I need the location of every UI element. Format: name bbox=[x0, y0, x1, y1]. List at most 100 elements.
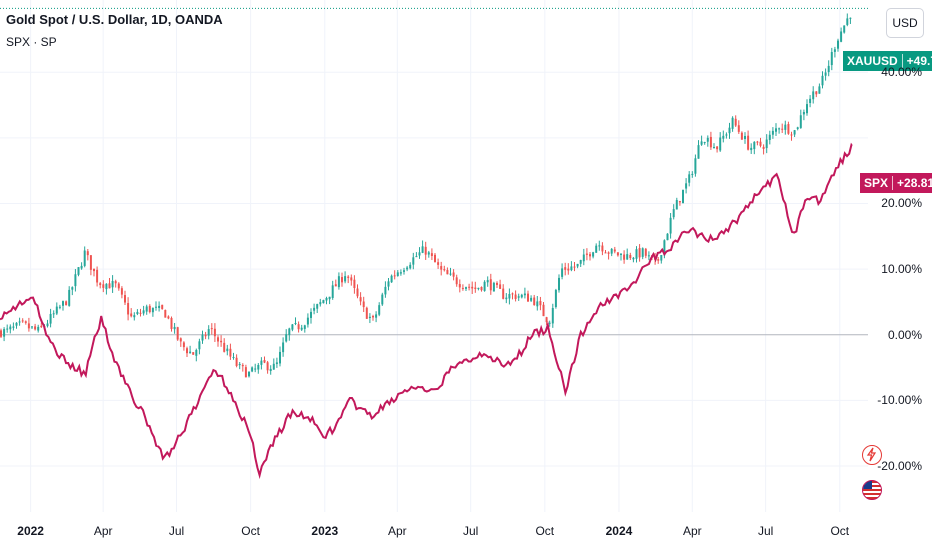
lightning-alert-icon[interactable] bbox=[862, 445, 882, 465]
xauusd-candle bbox=[381, 292, 384, 306]
x-axis-label: Oct bbox=[830, 524, 850, 538]
xauusd-candle bbox=[378, 302, 381, 317]
xauusd-candle bbox=[96, 266, 99, 287]
x-axis-label: 2024 bbox=[605, 524, 633, 538]
xauusd-candle bbox=[452, 269, 455, 281]
xauusd-candle bbox=[756, 140, 759, 146]
xauusd-candle bbox=[353, 275, 356, 294]
xauusd-badge-value: +49.73% bbox=[901, 54, 932, 68]
xauusd-candle bbox=[89, 255, 92, 276]
xauusd-candle bbox=[403, 267, 405, 275]
xauusd-candle bbox=[536, 296, 539, 311]
xauusd-candle bbox=[213, 323, 216, 342]
xauusd-candle bbox=[657, 257, 660, 264]
xauusd-candle bbox=[375, 311, 378, 323]
xauusd-candle bbox=[542, 302, 545, 317]
xauusd-candle bbox=[412, 252, 415, 270]
xauusd-candle bbox=[399, 269, 402, 276]
xauusd-candle bbox=[616, 252, 619, 257]
xauusd-candle bbox=[678, 200, 681, 206]
xauusd-candle bbox=[465, 286, 467, 292]
y-axis-label: 20.00% bbox=[881, 196, 922, 211]
xauusd-candle bbox=[809, 95, 812, 108]
xauusd-candle bbox=[815, 91, 818, 98]
xauusd-candle bbox=[248, 370, 250, 378]
xauusd-candle bbox=[530, 295, 533, 303]
xauusd-candle bbox=[669, 213, 672, 239]
xauusd-candle bbox=[685, 178, 688, 194]
xauusd-candle bbox=[40, 322, 43, 329]
xauusd-candle bbox=[548, 320, 551, 327]
xauusd-candle bbox=[558, 274, 560, 293]
xauusd-candle bbox=[713, 143, 715, 149]
xauusd-candle bbox=[843, 25, 846, 34]
xauusd-candle bbox=[480, 286, 483, 292]
xauusd-candle bbox=[21, 318, 24, 323]
chart-grid bbox=[0, 0, 868, 512]
chart-title[interactable]: Gold Spot / U.S. Dollar, 1D, OANDA bbox=[6, 12, 223, 27]
xauusd-candle bbox=[787, 121, 790, 135]
xauusd-candle bbox=[142, 305, 145, 316]
xauusd-candle bbox=[356, 284, 359, 299]
xauusd-candle bbox=[350, 274, 353, 286]
xauusd-candle bbox=[837, 38, 839, 52]
xauusd-candle bbox=[471, 281, 474, 295]
xauusd-candle bbox=[672, 204, 675, 220]
xauusd-candle bbox=[204, 331, 207, 340]
xauusd-candle bbox=[446, 267, 449, 275]
xauusd-candle bbox=[830, 47, 833, 71]
xauusd-candle bbox=[824, 68, 827, 81]
xauusd-candle bbox=[80, 262, 83, 270]
xauusd-candle bbox=[145, 304, 148, 315]
xauusd-candle bbox=[747, 130, 750, 151]
xauusd-candle bbox=[781, 123, 784, 133]
xauusd-candle bbox=[434, 253, 436, 263]
xauusd-candle bbox=[254, 363, 257, 373]
xauusd-price-badge: XAUUSD+49.73% bbox=[843, 51, 932, 71]
xauusd-candle bbox=[595, 243, 598, 253]
xauusd-candle bbox=[461, 284, 464, 291]
xauusd-candle bbox=[496, 281, 498, 289]
us-flag-icon[interactable] bbox=[862, 480, 882, 500]
xauusd-candle bbox=[561, 263, 564, 280]
xauusd-candle bbox=[539, 296, 542, 311]
xauusd-candle bbox=[564, 262, 567, 276]
xauusd-candle bbox=[765, 134, 768, 154]
xauusd-candle bbox=[771, 127, 774, 139]
xauusd-candle bbox=[700, 135, 703, 146]
xauusd-candle bbox=[486, 276, 489, 287]
x-axis-label: Jul bbox=[168, 524, 185, 538]
xauusd-candle bbox=[347, 275, 350, 284]
xauusd-candle bbox=[458, 279, 461, 293]
xauusd-candle bbox=[585, 248, 588, 261]
xauusd-candle bbox=[418, 247, 421, 259]
comparison-symbol[interactable]: SPX · SP bbox=[6, 35, 57, 49]
xauusd-candle bbox=[508, 288, 511, 305]
xauusd-candle bbox=[796, 126, 799, 131]
currency-button[interactable]: USD bbox=[886, 8, 924, 38]
xauusd-candle bbox=[635, 246, 638, 263]
xauusd-candle bbox=[220, 335, 223, 347]
xauusd-candle bbox=[821, 71, 824, 89]
xauusd-candle bbox=[545, 316, 548, 326]
xauusd-candle bbox=[623, 250, 626, 264]
xauusd-candle bbox=[477, 287, 480, 291]
xauusd-candle bbox=[176, 326, 179, 341]
xauusd-candle bbox=[709, 131, 712, 150]
xauusd-candle bbox=[682, 189, 684, 204]
xauusd-candle bbox=[846, 13, 849, 27]
xauusd-candle bbox=[626, 248, 629, 260]
xauusd-candle bbox=[455, 274, 458, 287]
xauusd-candle bbox=[725, 132, 728, 139]
xauusd-candle bbox=[173, 322, 176, 334]
xauusd-candle bbox=[328, 296, 331, 305]
xauusd-candle bbox=[306, 313, 309, 328]
xauusd-candle bbox=[840, 27, 843, 43]
xauusd-candle bbox=[86, 248, 89, 261]
x-axis-label: Jul bbox=[757, 524, 774, 538]
xauusd-candle bbox=[784, 120, 787, 135]
xauusd-candle bbox=[647, 251, 650, 261]
xauusd-candle bbox=[719, 132, 722, 152]
xauusd-candle bbox=[632, 256, 635, 263]
